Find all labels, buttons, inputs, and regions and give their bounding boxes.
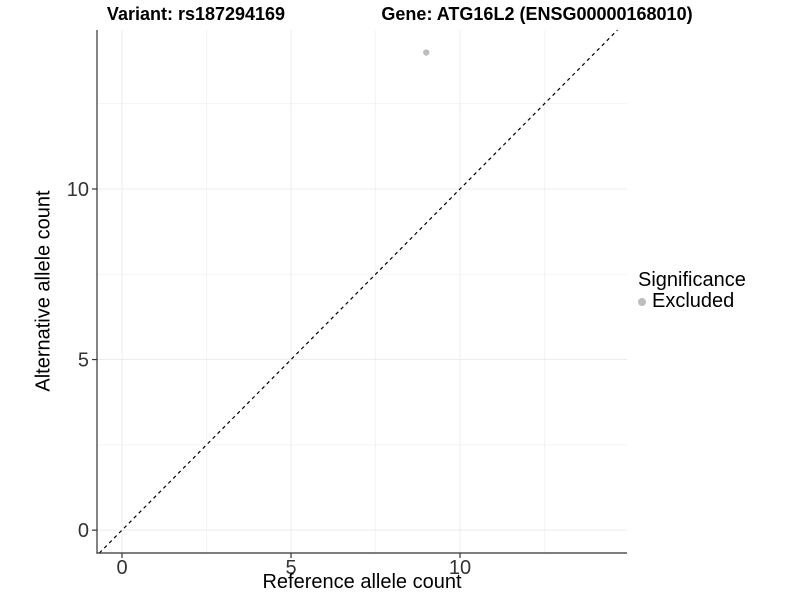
x-axis-title: Reference allele count <box>262 571 462 593</box>
identity-reference-line <box>98 29 618 554</box>
legend-item-label: Excluded <box>652 290 735 312</box>
legend-title: Significance <box>638 269 746 291</box>
data-point <box>423 49 430 56</box>
y-axis-title: Alternative allele count <box>32 190 55 392</box>
plot-title-gene: Gene: ATG16L2 (ENSG00000168010) <box>381 4 693 24</box>
x-tick-label: 10 <box>449 557 471 579</box>
y-tick-label: 5 <box>78 350 89 372</box>
legend-item-excluded: Excluded <box>638 290 746 312</box>
plot-title-variant: Variant: rs187294169 <box>106 4 286 24</box>
x-tick-label: 5 <box>285 557 296 579</box>
x-tick-label: 0 <box>116 557 127 579</box>
y-tick-label: 10 <box>67 179 89 201</box>
y-tick-label: 0 <box>78 520 89 542</box>
legend: Significance Excluded <box>638 270 746 312</box>
legend-key-dot-icon <box>638 297 646 306</box>
